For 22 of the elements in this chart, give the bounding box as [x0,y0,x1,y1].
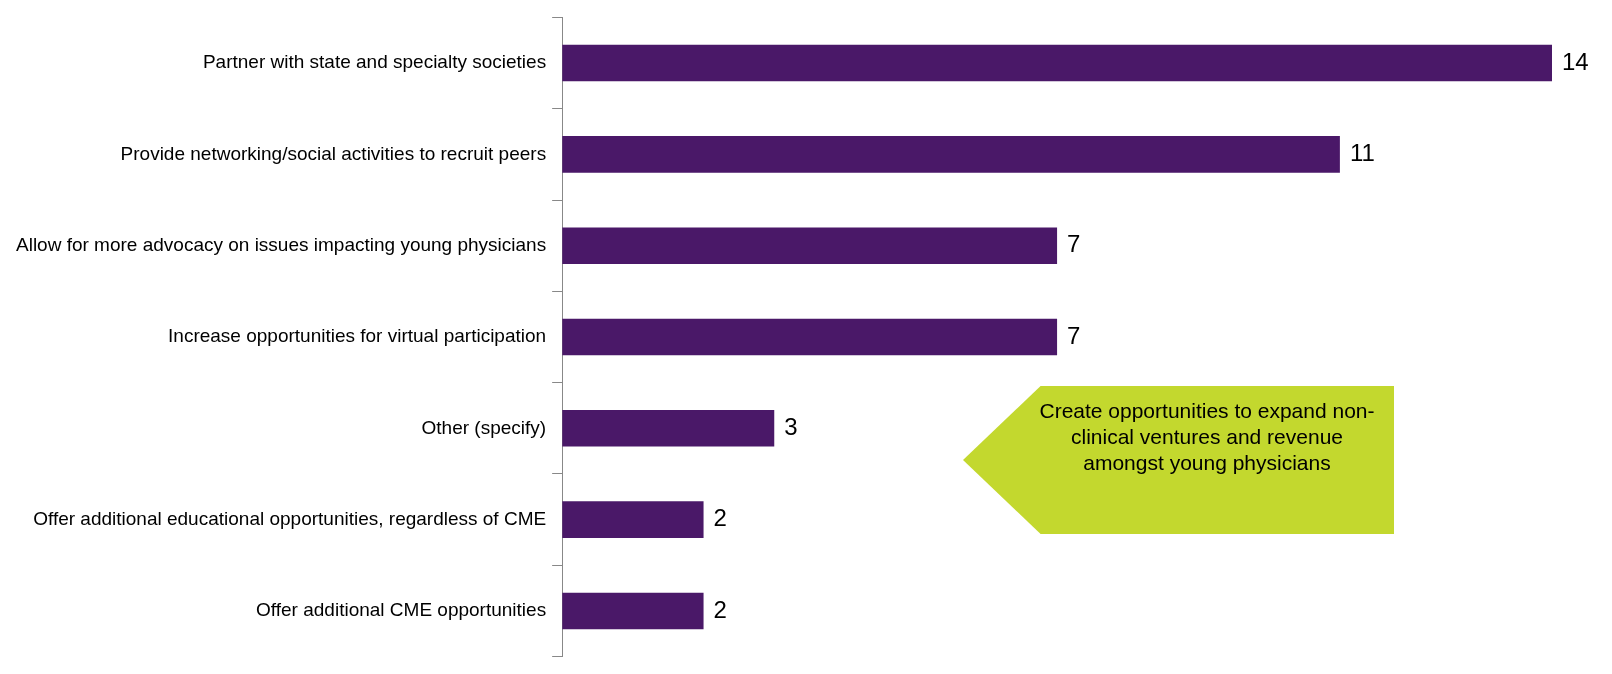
y-tick-label: Offer additional educational opportunities, regardless of CME [33,507,547,529]
bar [562,44,1552,82]
bar [562,410,775,447]
data-label: 2 [713,504,727,532]
bar [562,227,1058,264]
y-tick-label: Increase opportunities for virtual participation [168,325,547,347]
y-tick-label: Partner with state and specialty societies [202,51,547,73]
y-tick-label: Allow for more advocacy on issues impacting young physicians [15,233,547,255]
y-tick-label: Other (specify) [421,416,547,438]
annotation: Create opportunities to expand non-clinical ventures and revenue amongst young physicians [1038,398,1376,476]
y-tick-label: Provide networking/social activities to recruit peers [120,142,547,164]
data-label: 2 [713,595,727,623]
data-label: 7 [1067,321,1081,349]
data-label: 11 [1349,139,1375,166]
bar [562,592,704,630]
data-label: 7 [1067,230,1081,258]
y-tick-label: Offer additional CME opportunities [256,599,547,621]
bar [562,318,1058,356]
data-label: 3 [784,412,798,440]
bar [562,501,704,538]
data-label: 14 [1562,47,1589,75]
bar [562,136,1340,173]
